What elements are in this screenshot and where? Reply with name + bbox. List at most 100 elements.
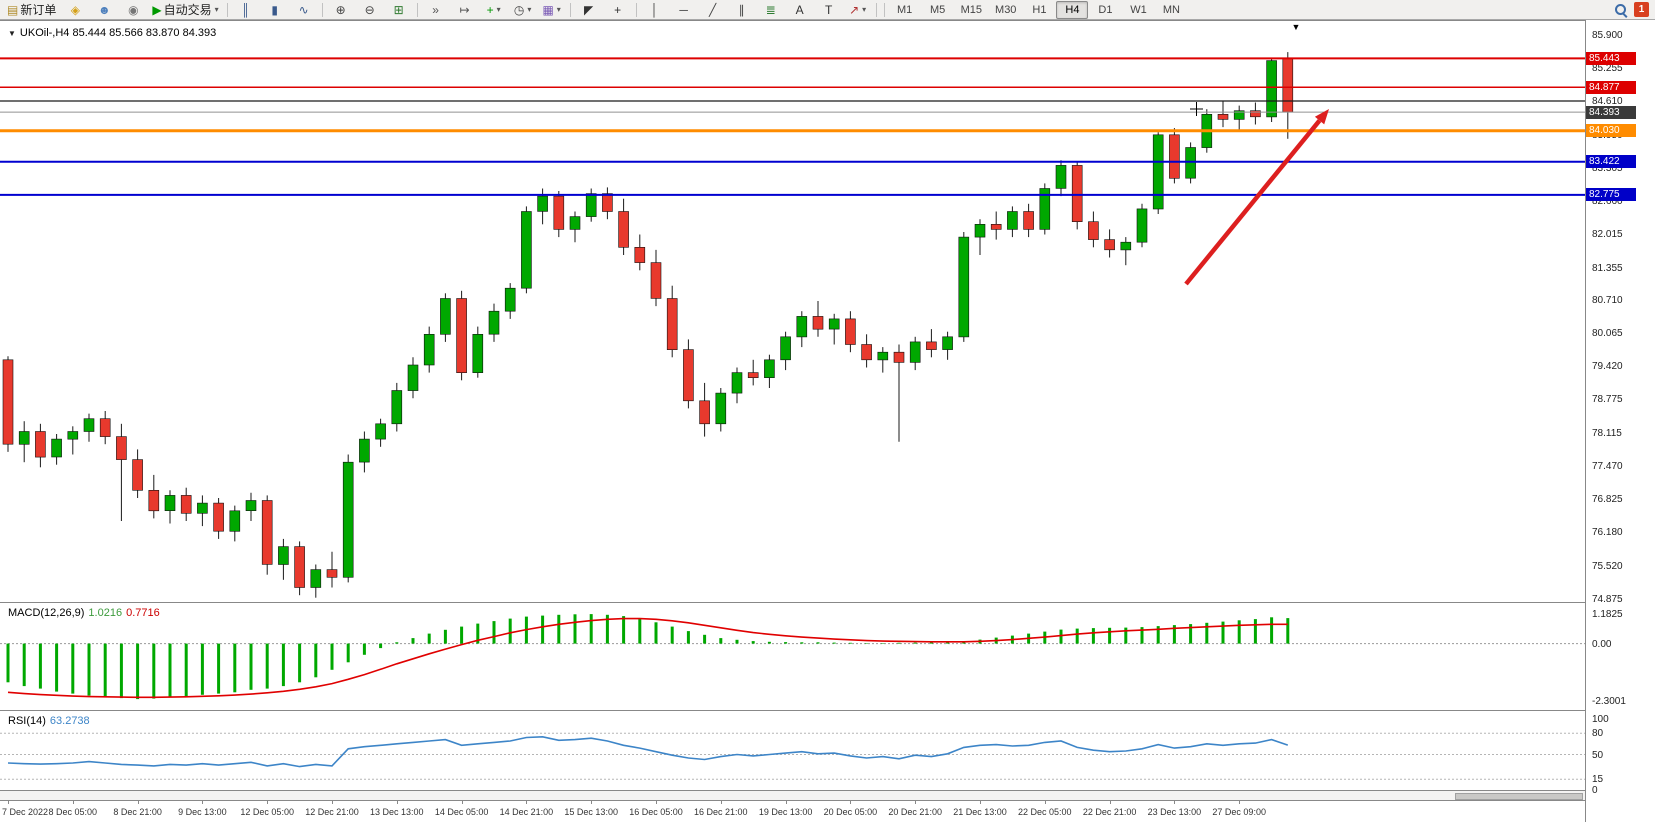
- toolbar-separator: [875, 2, 877, 17]
- autotrading-button-label: 自动交易: [163, 3, 212, 17]
- chevron-down-icon[interactable]: ▾: [496, 5, 501, 14]
- timeframe-m15-button[interactable]: M15: [960, 3, 983, 16]
- rsi-name: RSI(14): [8, 715, 46, 727]
- chevron-down-icon[interactable]: ▾: [556, 5, 561, 14]
- equidistant-channel-button[interactable]: ∥: [728, 0, 756, 20]
- candle: [618, 198, 629, 255]
- candle: [326, 551, 338, 588]
- chevron-down-icon[interactable]: ▾: [862, 5, 867, 14]
- crosshair-button[interactable]: +: [604, 0, 632, 20]
- tile-windows-button[interactable]: ⊞: [385, 0, 413, 20]
- candle: [213, 498, 224, 539]
- tick-mark: [202, 801, 204, 804]
- shift-chart-end-button[interactable]: »: [422, 0, 450, 20]
- timeframe-m30-button[interactable]: M30: [995, 3, 1017, 16]
- rsi-tick: 0: [1592, 785, 1598, 796]
- candle: [1088, 211, 1099, 248]
- trend-arrow[interactable]: [1184, 119, 1322, 286]
- price-badge: 83.422: [1586, 155, 1636, 168]
- timeframe-d1-button[interactable]: D1: [1098, 3, 1113, 16]
- timeframe-h4-button[interactable]: H4: [1056, 0, 1089, 19]
- templates-icon: ▦: [542, 2, 554, 17]
- cursor-button[interactable]: ◤: [575, 0, 603, 20]
- tick-mark: [915, 801, 917, 804]
- templates-button[interactable]: ▦ ▾: [538, 0, 566, 20]
- text-button[interactable]: A: [786, 0, 814, 20]
- chevron-down-icon[interactable]: ▾: [214, 5, 219, 14]
- main-chart-panel[interactable]: ▼ ▼ UKOil-,H4 85.444 85.566 83.870 84.393: [0, 20, 1585, 602]
- price-badge: 84.393: [1586, 106, 1636, 119]
- text-label-button[interactable]: T: [815, 0, 843, 20]
- price-tick: 83.305: [1592, 163, 1623, 174]
- charts-grid-button[interactable]: ◈: [61, 0, 89, 20]
- timeframe-h1-button[interactable]: H1: [1032, 3, 1047, 16]
- candle: [909, 336, 921, 371]
- timeframe-m1-button[interactable]: M1: [896, 3, 913, 16]
- candle: [391, 382, 403, 432]
- vertical-line-button[interactable]: │: [641, 0, 669, 20]
- horizontal-line-button[interactable]: ─: [670, 0, 698, 20]
- macd-signal-value: 0.7716: [126, 607, 160, 619]
- profile-button[interactable]: ☻: [90, 0, 118, 20]
- arrows-button[interactable]: ↗ ▾: [844, 0, 872, 20]
- candlestick-chart[interactable]: ▼: [0, 21, 1585, 602]
- scrollbar-thumb[interactable]: [1455, 793, 1583, 800]
- rsi-panel[interactable]: RSI(14) 63.2738: [0, 710, 1585, 790]
- timeframe-m5-button[interactable]: M5: [929, 3, 946, 16]
- timeframe-mn-button[interactable]: MN: [1162, 3, 1180, 16]
- chart-title: UKOil-,H4 85.444 85.566 83.870 84.393: [19, 27, 217, 39]
- collapse-icon[interactable]: ▼: [8, 29, 16, 38]
- autotrading-icon: ▶: [152, 2, 162, 17]
- line-chart-button[interactable]: ∿: [290, 0, 318, 20]
- periods-icon: ◷: [513, 2, 525, 17]
- line-chart-icon: ∿: [298, 2, 309, 17]
- search-icon[interactable]: [1614, 3, 1628, 17]
- auto-scroll-icon: ↦: [459, 2, 470, 17]
- candle: [375, 418, 386, 447]
- candle: [18, 421, 30, 463]
- crosshair-marker: [1190, 102, 1203, 116]
- market-watch-button[interactable]: ◉: [119, 0, 147, 20]
- timeframe-w1-button[interactable]: W1: [1130, 3, 1147, 16]
- zoom-out-button[interactable]: ⊖: [356, 0, 384, 20]
- macd-signal-line: [7, 617, 1288, 699]
- candle: [310, 564, 322, 598]
- indicators-button[interactable]: + ▾: [480, 0, 508, 20]
- trend-arrow-head[interactable]: [1314, 109, 1329, 125]
- market-watch-icon: ◉: [128, 2, 139, 17]
- zoom-in-button[interactable]: ⊕: [327, 0, 355, 20]
- candle: [877, 347, 889, 373]
- candlestick-chart-button[interactable]: ▮: [261, 0, 289, 20]
- trendline-icon: ╱: [709, 2, 717, 17]
- fibonacci-button[interactable]: ≣: [757, 0, 785, 20]
- zoom-in-icon: ⊕: [335, 2, 346, 17]
- time-axis[interactable]: 7 Dec 2022 8 Dec 05:00 8 Dec 21:00 9 Dec 13…: [0, 800, 1585, 822]
- bar-chart-button[interactable]: ║: [232, 0, 260, 20]
- macd-tick: 0.00: [1592, 639, 1612, 650]
- periods-button[interactable]: ◷ ▾: [509, 0, 537, 20]
- tick-mark: [332, 801, 333, 804]
- candle: [602, 187, 613, 220]
- candle: [861, 334, 872, 368]
- candle: [440, 293, 451, 342]
- notification-badge[interactable]: 1: [1634, 2, 1649, 17]
- auto-scroll-button[interactable]: ↦: [451, 0, 479, 20]
- horizontal-scrollbar[interactable]: [0, 790, 1585, 800]
- rsi-value: 63.2738: [49, 715, 90, 727]
- time-tick: 12 Dec 05:00: [240, 807, 294, 817]
- new-order-button[interactable]: ▤ 新订单: [3, 0, 60, 20]
- new-order-icon: ▤: [7, 2, 19, 17]
- macd-panel[interactable]: MACD(12,26,9) 1.0216 0.7716: [0, 602, 1585, 710]
- price-tick: 74.875: [1592, 594, 1623, 605]
- time-tick: 20 Dec 21:00: [888, 807, 942, 817]
- macd-tick: -2.3001: [1592, 696, 1626, 707]
- trendline-button[interactable]: ╱: [699, 0, 727, 20]
- candle: [747, 359, 759, 386]
- candle: [1104, 229, 1115, 258]
- candle: [342, 454, 354, 583]
- price-axis[interactable]: 85.90085.25584.61083.95083.30582.66082.0…: [1585, 20, 1655, 822]
- toolbar-separator: [321, 2, 323, 17]
- chevron-down-icon[interactable]: ▾: [527, 5, 532, 14]
- chart-symbol-label: ▼ UKOil-,H4 85.444 85.566 83.870 84.393: [8, 27, 216, 39]
- autotrading-button[interactable]: ▶ 自动交易 ▾: [148, 0, 222, 20]
